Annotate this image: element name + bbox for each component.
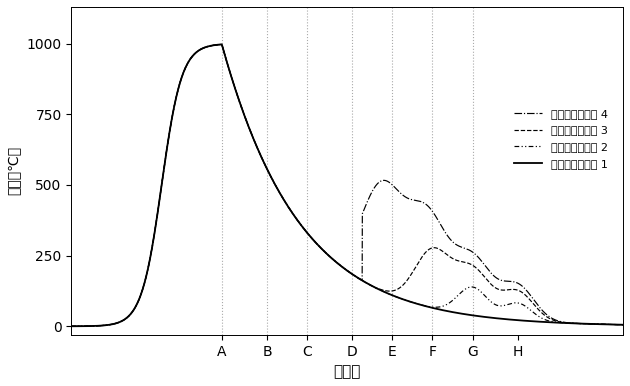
ねじり加工条件 3	[67, 324, 75, 328]
X-axis label: 送り量: 送り量	[333, 364, 361, 379]
Line: ねじり加工条件 3: ねじり加工条件 3	[71, 44, 630, 326]
ねじり加工条件 3	[593, 322, 600, 327]
Y-axis label: 温度［℃］: 温度［℃］	[7, 146, 21, 195]
ねじり加工条件 4	[218, 42, 226, 47]
ねじり加工条件 2	[324, 253, 332, 257]
ねじり加工条件 3	[172, 97, 180, 102]
ねじり加工条件 1	[136, 295, 144, 299]
ねじり加工条件 1	[67, 324, 75, 328]
ねじり加工条件 3	[218, 42, 226, 47]
ねじり加工条件 4	[593, 322, 600, 327]
Line: ねじり加工条件 1: ねじり加工条件 1	[71, 44, 630, 326]
ねじり加工条件 4	[324, 253, 332, 257]
ねじり加工条件 1	[299, 224, 306, 229]
Line: ねじり加工条件 2: ねじり加工条件 2	[71, 44, 630, 326]
ねじり加工条件 2	[299, 224, 306, 229]
ねじり加工条件 4	[67, 324, 75, 328]
ねじり加工条件 3	[324, 253, 332, 257]
ねじり加工条件 1	[172, 97, 180, 102]
ねじり加工条件 2	[67, 324, 75, 328]
ねじり加工条件 4	[136, 295, 144, 299]
Line: ねじり加工条件 4: ねじり加工条件 4	[71, 44, 630, 326]
ねじり加工条件 1	[324, 253, 332, 257]
ねじり加工条件 4	[172, 97, 180, 102]
ねじり加工条件 3	[299, 224, 306, 229]
Legend: ねじり加工条件 4, ねじり加工条件 3, ねじり加工条件 2, ねじり加工条件 1: ねじり加工条件 4, ねじり加工条件 3, ねじり加工条件 2, ねじり加工条件…	[510, 104, 612, 173]
ねじり加工条件 3	[136, 295, 144, 299]
ねじり加工条件 2	[218, 42, 226, 47]
ねじり加工条件 2	[172, 97, 180, 102]
ねじり加工条件 1	[593, 322, 600, 327]
ねじり加工条件 2	[136, 295, 144, 299]
ねじり加工条件 1	[218, 42, 226, 47]
ねじり加工条件 2	[593, 322, 600, 327]
ねじり加工条件 4	[299, 224, 306, 229]
